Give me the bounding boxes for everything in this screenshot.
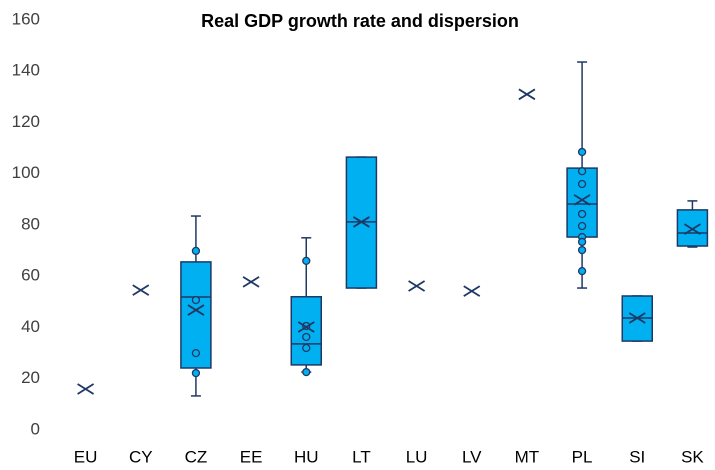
- box: [676, 209, 709, 247]
- x-tick-label: LV: [462, 447, 482, 466]
- mean-marker: [77, 383, 95, 395]
- data-point: [577, 147, 587, 157]
- mean-marker: [132, 284, 150, 296]
- data-point: [302, 367, 311, 377]
- data-point: [577, 167, 587, 176]
- data-point: [191, 246, 201, 256]
- data-point: [191, 348, 201, 358]
- data-point: [302, 343, 311, 353]
- data-point: [577, 221, 587, 231]
- y-tick-label: 0: [31, 419, 40, 438]
- data-point: [302, 256, 311, 266]
- mean-marker: [187, 304, 205, 316]
- mean-marker: [573, 194, 591, 206]
- data-point: [191, 368, 201, 378]
- x-tick-label: LT: [352, 447, 371, 466]
- data-point: [191, 295, 201, 305]
- mean-marker: [628, 312, 646, 324]
- x-tick-label: SK: [681, 447, 704, 466]
- x-tick-label: EU: [74, 447, 98, 466]
- x-tick-label: CY: [129, 447, 153, 466]
- mean-marker: [408, 280, 426, 292]
- chart-title: Real GDP growth rate and dispersion: [201, 11, 519, 31]
- x-tick-label: MT: [515, 447, 540, 466]
- mean-marker: [463, 285, 481, 297]
- x-tick-label: HU: [294, 447, 319, 466]
- x-tick-label: SI: [629, 447, 645, 466]
- y-tick-label: 60: [21, 266, 40, 285]
- y-tick-label: 40: [21, 317, 40, 336]
- y-tick-label: 100: [12, 163, 40, 182]
- data-point: [577, 209, 587, 219]
- mean-marker: [297, 321, 315, 333]
- data-point: [577, 179, 587, 189]
- mean-marker: [518, 88, 536, 101]
- data-point: [577, 237, 587, 247]
- y-tick-label: 80: [21, 214, 40, 233]
- data-point: [302, 332, 311, 342]
- data-point: [577, 245, 587, 255]
- x-tick-label: LU: [406, 447, 428, 466]
- y-tick-label: 140: [12, 61, 40, 80]
- x-tick-label: CZ: [185, 447, 208, 466]
- y-tick-label: 120: [12, 112, 40, 131]
- x-tick-label: PL: [572, 447, 593, 466]
- mean-marker: [683, 223, 701, 235]
- box: [290, 296, 322, 366]
- y-tick-label: 160: [12, 9, 40, 28]
- mean-marker: [352, 216, 370, 228]
- y-tick-label: 20: [21, 368, 40, 387]
- mean-marker: [242, 276, 260, 288]
- data-point: [577, 266, 587, 276]
- x-tick-label: EE: [240, 447, 263, 466]
